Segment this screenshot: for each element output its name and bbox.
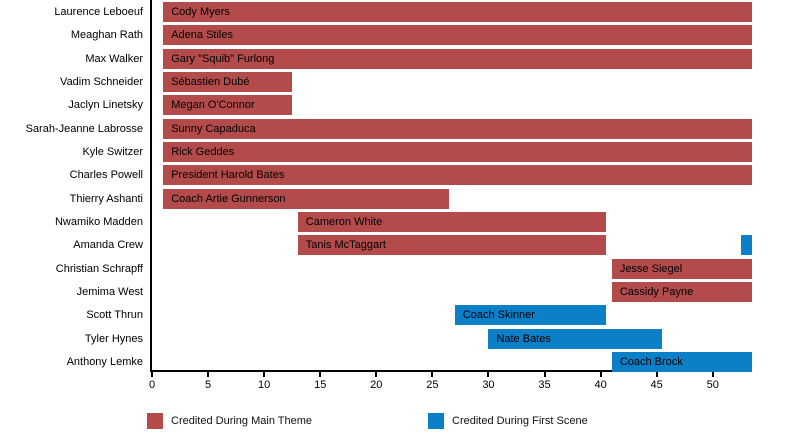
- x-tick-mark: [655, 372, 658, 377]
- gantt-bar: Cassidy Payne: [611, 281, 752, 302]
- legend: Credited During Main Theme Credited Duri…: [0, 412, 800, 432]
- legend-label-main-theme: Credited During Main Theme: [171, 414, 313, 427]
- gantt-bar: Sunny Capaduca: [163, 118, 752, 139]
- gantt-bar: Sébastien Dubé: [163, 71, 293, 92]
- x-tick-mark: [711, 372, 714, 377]
- x-tick-label: 0: [148, 379, 156, 391]
- x-tick-label: 45: [650, 379, 663, 391]
- y-axis-label: Thierry Ashanti: [69, 192, 143, 205]
- x-tick-mark: [151, 372, 153, 377]
- y-axis-label: Meaghan Rath: [70, 29, 143, 42]
- y-axis-label: Jemima West: [76, 285, 143, 298]
- gantt-bar: Jesse Siegel: [611, 258, 752, 279]
- legend-label-first-scene: Credited During First Scene: [452, 414, 588, 427]
- legend-swatch-main-theme-icon: [147, 412, 163, 429]
- gantt-bar: [740, 235, 752, 256]
- y-axis-label: Scott Thrun: [86, 309, 143, 322]
- x-tick-mark: [207, 372, 210, 377]
- gantt-bar: Rick Geddes: [163, 141, 752, 162]
- y-axis-label: Amanda Crew: [73, 239, 143, 252]
- legend-item-main-theme: Credited During Main Theme: [147, 412, 312, 429]
- y-axis-label: Sarah-Jeanne Labrosse: [25, 122, 143, 135]
- x-axis: 0 5 10 15 20 25 30 35 40 45 50: [148, 372, 752, 396]
- x-tick-mark: [319, 372, 322, 377]
- x-tick-label: 20: [370, 379, 383, 391]
- x-tick-mark: [375, 372, 378, 377]
- x-tick-label: 10: [258, 379, 271, 391]
- y-axis-label: Laurence Leboeuf: [54, 6, 143, 18]
- x-tick-label: 25: [426, 379, 439, 391]
- x-tick-label: 40: [594, 379, 607, 391]
- gantt-bar: Nate Bates: [488, 328, 663, 349]
- y-axis-label: Jaclyn Linetsky: [68, 99, 143, 112]
- gantt-bar: Adena Stiles: [163, 25, 752, 46]
- y-axis-label: Kyle Switzer: [82, 145, 143, 158]
- y-axis-label: Anthony Lemke: [66, 355, 143, 368]
- x-tick-label: 30: [482, 379, 495, 391]
- gantt-bar: President Harold Bates: [163, 165, 752, 186]
- gantt-bar: Megan O'Connor: [163, 95, 293, 116]
- plot-area: Cody Myers Adena Stiles Gary "Squib" Furlo…: [150, 0, 752, 372]
- x-tick-label: 50: [706, 379, 719, 391]
- gantt-bar: Cameron White: [297, 211, 607, 232]
- x-tick-mark: [263, 372, 266, 377]
- y-axis-label: Charles Powell: [69, 169, 143, 182]
- y-axis-label: Christian Schrapff: [55, 262, 143, 275]
- gantt-bar: Cody Myers: [163, 2, 752, 22]
- y-axis-label: Nwamiko Madden: [54, 215, 143, 228]
- legend-swatch-first-scene-icon: [428, 412, 444, 429]
- x-tick-mark: [543, 372, 546, 377]
- gantt-bar: Coach Skinner: [454, 305, 607, 326]
- gantt-bar: Coach Brock: [611, 351, 752, 372]
- y-axis-label: Tyler Hynes: [84, 332, 143, 345]
- legend-item-first-scene: Credited During First Scene: [428, 412, 588, 429]
- x-tick-mark: [431, 372, 434, 377]
- x-tick-mark: [599, 372, 602, 377]
- x-tick-mark: [487, 372, 490, 377]
- gantt-bar: Gary "Squib" Furlong: [163, 48, 752, 69]
- x-tick-label: 35: [538, 379, 551, 391]
- gantt-bar: Coach Artie Gunnerson: [163, 188, 450, 209]
- gantt-bar: Tanis McTaggart: [297, 235, 607, 256]
- x-tick-label: 5: [205, 379, 212, 391]
- y-axis-label: Max Walker: [85, 52, 143, 65]
- y-axis-label: Vadim Schneider: [60, 75, 143, 88]
- x-tick-label: 15: [314, 379, 327, 391]
